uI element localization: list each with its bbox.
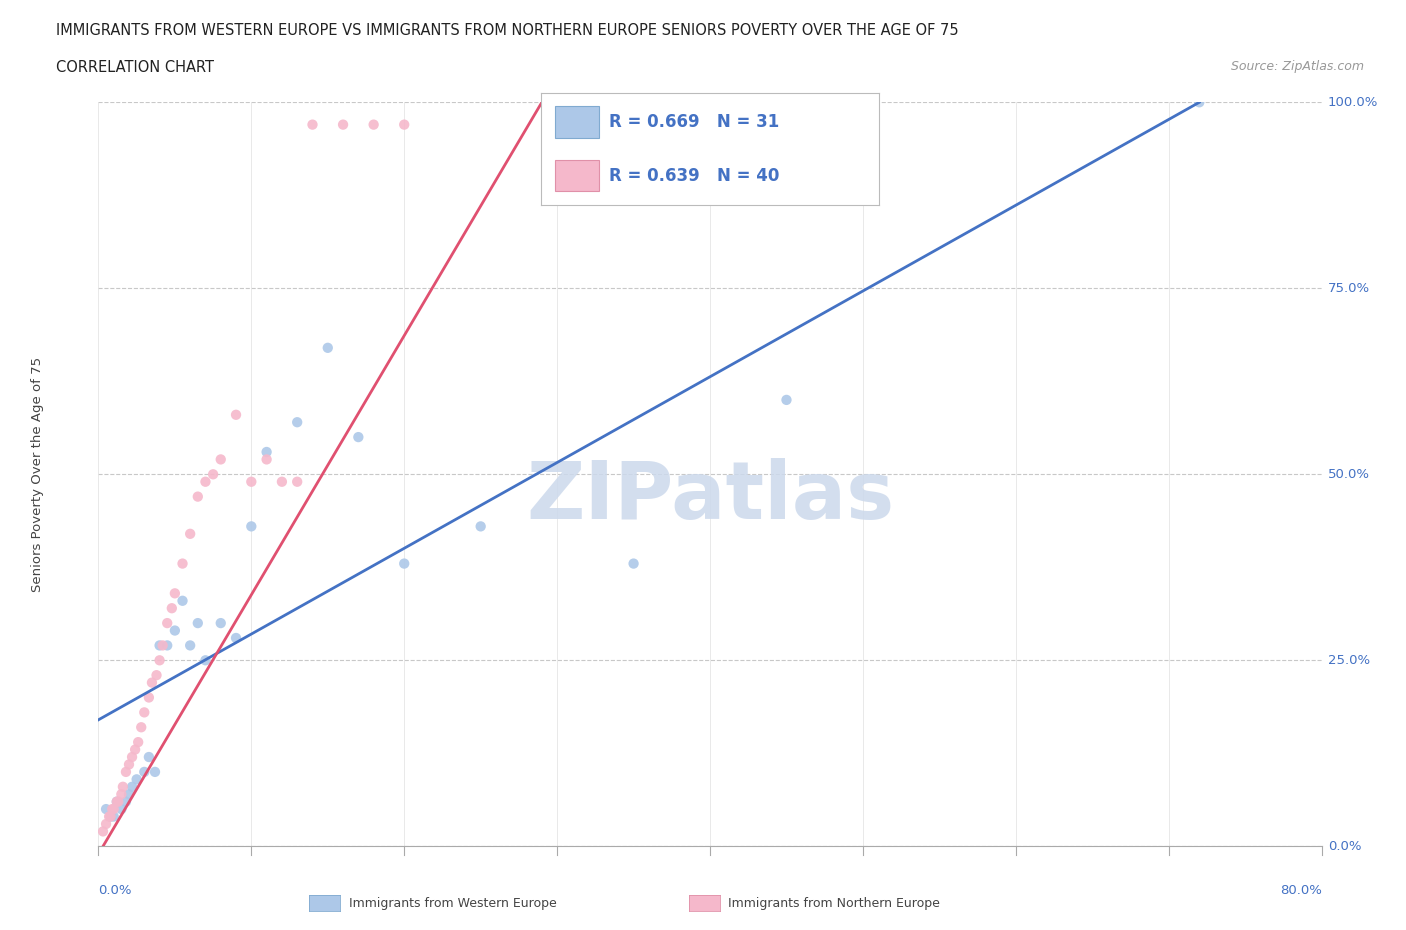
Point [209,616,232,631]
Point [138,690,160,705]
Text: 80.0%: 80.0% [1279,884,1322,897]
Point [179,638,201,653]
Point [392,556,416,571]
Point [347,430,370,445]
Point [134,764,156,779]
Point [141,675,163,690]
Point [105,794,128,809]
Point [240,519,263,534]
Point [256,445,278,459]
Point [775,392,797,407]
Point [103,802,125,817]
Point [124,742,146,757]
Point [100,809,122,824]
Point [107,794,129,809]
Point [115,794,138,809]
Point [225,407,247,422]
Point [156,616,179,631]
Point [209,452,232,467]
Point [110,787,132,802]
Text: Seniors Poverty Over the Age of 75: Seniors Poverty Over the Age of 75 [31,357,44,591]
Point [1188,95,1211,110]
Point [194,474,217,489]
Point [111,779,134,794]
Point [301,117,323,132]
Point [149,638,172,653]
Text: CORRELATION CHART: CORRELATION CHART [56,60,214,75]
Point [98,809,121,824]
Point [363,117,385,132]
Point [138,750,160,764]
Point [100,809,122,824]
Point [187,616,209,631]
Point [194,653,217,668]
Point [129,720,152,735]
Text: R = 0.639   N = 40: R = 0.639 N = 40 [609,166,779,184]
Point [94,817,117,831]
Point [256,452,278,467]
Point [163,623,186,638]
Point [152,638,174,653]
Point [172,556,194,571]
Point [156,638,179,653]
Point [127,735,149,750]
Point [470,519,492,534]
Point [125,772,148,787]
Text: IMMIGRANTS FROM WESTERN EUROPE VS IMMIGRANTS FROM NORTHERN EUROPE SENIORS POVERT: IMMIGRANTS FROM WESTERN EUROPE VS IMMIGR… [56,23,959,38]
Point [145,668,167,683]
Point [285,474,308,489]
Text: 75.0%: 75.0% [1327,282,1369,295]
Text: 50.0%: 50.0% [1327,468,1369,481]
Point [187,489,209,504]
Text: 0.0%: 0.0% [98,884,132,897]
Point [121,779,143,794]
Point [316,340,339,355]
Point [202,467,225,482]
Text: Immigrants from Western Europe: Immigrants from Western Europe [349,897,557,910]
Point [134,705,156,720]
Point [392,117,416,132]
Bar [555,106,599,138]
Point [332,117,354,132]
Point [149,653,172,668]
Bar [555,160,599,192]
Text: 100.0%: 100.0% [1327,96,1378,109]
Text: R = 0.669   N = 31: R = 0.669 N = 31 [609,113,779,131]
Point [163,586,186,601]
Point [225,631,247,645]
Point [172,593,194,608]
Point [118,787,141,802]
Text: 25.0%: 25.0% [1327,654,1369,667]
Point [143,764,166,779]
Text: Source: ZipAtlas.com: Source: ZipAtlas.com [1230,60,1364,73]
Point [179,526,201,541]
Point [94,802,117,817]
Point [285,415,308,430]
Point [115,764,138,779]
Point [91,824,114,839]
Point [105,794,128,809]
Point [270,474,292,489]
Point [110,802,132,817]
Point [118,757,141,772]
Point [101,802,124,817]
Point [160,601,183,616]
Point [121,750,143,764]
Point [103,809,125,824]
Text: Immigrants from Northern Europe: Immigrants from Northern Europe [728,897,941,910]
Point [240,474,263,489]
Text: ZIPatlas: ZIPatlas [526,458,894,536]
Text: 0.0%: 0.0% [1327,840,1361,853]
Point [623,556,645,571]
